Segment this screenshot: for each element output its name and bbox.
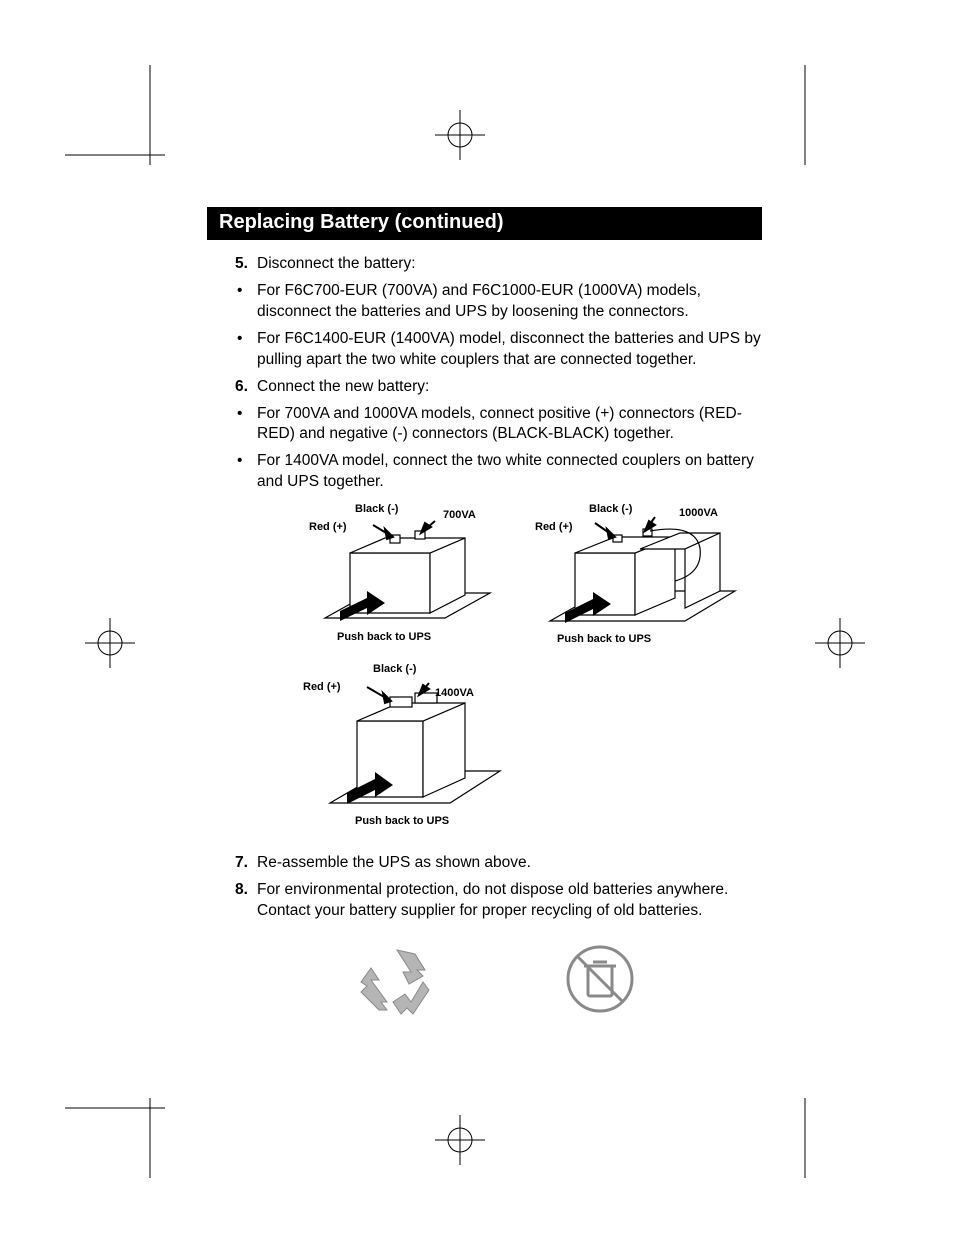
red-label: Red (+) [309,521,347,533]
bullet-icon: • [235,404,257,446]
crop-mark-tl-v [140,65,160,165]
step-number: 7. [235,853,257,874]
black-label: Black (-) [373,663,416,675]
crop-mark-br-v [795,1098,815,1178]
bullet-text: For F6C1400-EUR (1400VA) model, disconne… [257,329,762,371]
registration-mark-bottom [435,1115,485,1165]
step-text: Connect the new battery: [257,377,762,398]
push-label: Push back to UPS [557,633,651,645]
bullet-text: For 700VA and 1000VA models, connect pos… [257,404,762,446]
registration-mark-top [435,110,485,160]
red-label: Red (+) [303,681,341,693]
step-text: Re-assemble the UPS as shown above. [257,853,762,874]
step-5-bullet-1: • For F6C700-EUR (700VA) and F6C1000-EUR… [235,281,762,323]
no-trash-icon [560,942,640,1017]
step-5: 5. Disconnect the battery: [235,254,762,275]
step-number: 8. [235,880,257,922]
model-label: 1400VA [435,687,474,699]
registration-mark-right [815,618,865,668]
step-number: 6. [235,377,257,398]
crop-mark-bl-v [140,1098,160,1178]
bullet-icon: • [235,329,257,371]
step-8: 8. For environmental protection, do not … [235,880,762,922]
bullet-icon: • [235,451,257,493]
step-text: Disconnect the battery: [257,254,762,275]
battery-diagrams: Black (-) 700VA Red (+) Push back to UPS [235,503,762,843]
push-label: Push back to UPS [337,631,431,643]
step-6-bullet-2: • For 1400VA model, connect the two whit… [235,451,762,493]
model-label: 1000VA [679,507,718,519]
step-5-bullet-2: • For F6C1400-EUR (1400VA) model, discon… [235,329,762,371]
step-6: 6. Connect the new battery: [235,377,762,398]
model-label: 700VA [443,509,476,521]
steps-list: 5. Disconnect the battery: • For F6C700-… [207,254,762,1017]
section-header: Replacing Battery (continued) [207,207,762,240]
step-number: 5. [235,254,257,275]
step-7: 7. Re-assemble the UPS as shown above. [235,853,762,874]
bullet-text: For F6C700-EUR (700VA) and F6C1000-EUR (… [257,281,762,323]
page-content: Replacing Battery (continued) 5. Disconn… [207,207,762,1017]
bullet-icon: • [235,281,257,323]
step-text: For environmental protection, do not dis… [257,880,762,922]
recycle-icon [357,942,437,1017]
recycling-icons [235,942,762,1017]
bullet-text: For 1400VA model, connect the two white … [257,451,762,493]
black-label: Black (-) [589,503,632,515]
push-label: Push back to UPS [355,815,449,827]
crop-mark-tr-v [795,65,815,165]
diagram-1000va: Black (-) 1000VA Red (+) Push back to UP… [525,503,745,658]
registration-mark-left [85,618,135,668]
step-6-bullet-1: • For 700VA and 1000VA models, connect p… [235,404,762,446]
black-label: Black (-) [355,503,398,515]
diagram-700va: Black (-) 700VA Red (+) Push back to UPS [295,503,505,658]
diagram-1400va: Black (-) 1400VA Red (+) Push back to UP… [295,663,515,838]
red-label: Red (+) [535,521,573,533]
section-title: Replacing Battery (continued) [219,211,503,233]
